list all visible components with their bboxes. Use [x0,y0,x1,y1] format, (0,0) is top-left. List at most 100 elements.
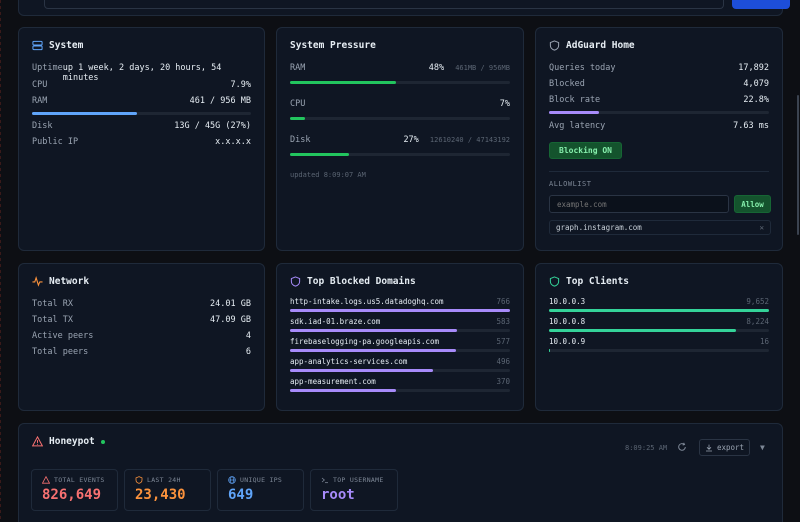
cpu-row: CPU 7.9% [32,80,251,90]
client-bar [549,349,769,352]
domain-name: sdk.iad-01.braze.com [290,317,381,326]
domain-bar-fill [290,389,397,392]
client-row: 10.0.0.9 16 [549,337,769,346]
stat-label: TOTAL EVENTS [42,476,107,484]
rx-row: Total RX 24.01 GB [32,299,251,309]
client-bar [549,329,769,332]
shield-icon [135,476,143,484]
scrollbar-thumb[interactable] [797,95,799,235]
pressure-cpu-bar [290,117,510,120]
disk-row: Disk 13G / 45G (27%) [32,121,251,131]
domain-bar [290,389,510,392]
latency-row: Avg latency 7.63 ms [549,121,769,131]
client-count: 8,224 [746,317,769,326]
active-peers-row: Active peers 4 [32,331,251,341]
export-button[interactable]: export [699,439,750,456]
client-count: 16 [759,337,769,346]
domain-count: 766 [496,297,510,306]
uptime-row: Uptime up 1 week, 2 days, 20 hours, 54 m… [32,63,222,83]
pressure-card: System Pressure RAM 48% 461MB / 956MB CP… [276,27,524,251]
bar-fill [290,81,396,84]
terminal-icon [321,477,328,484]
client-row: 10.0.0.8 8,224 [549,317,769,326]
activity-icon [32,276,43,287]
pressure-disk-row: Disk 27% 12610240 / 47143192 [290,135,510,145]
domain-count: 370 [496,377,510,386]
clients-card: Top Clients 10.0.0.3 9,652 10.0.0.8 8,224 10… [535,263,783,411]
honeypot-title: Honeypot [32,436,105,447]
shield-icon [549,276,560,287]
domain-bar [290,369,510,372]
pressure-title: System Pressure [290,40,376,51]
top-button[interactable] [732,0,790,9]
system-title: System [32,40,83,51]
domain-bar-fill [290,349,456,352]
refresh-icon[interactable] [677,442,687,452]
live-dot [100,439,105,444]
top-search-panel [18,0,790,16]
client-row: 10.0.0.3 9,652 [549,297,769,306]
client-bar-fill [549,309,769,312]
client-bar [549,309,769,312]
client-ip: 10.0.0.3 [549,297,586,306]
stat-label: TOP USERNAME [321,476,387,484]
client-ip: 10.0.0.9 [549,337,586,346]
warning-icon [42,476,50,484]
domain-name: app-analytics-services.com [290,357,408,366]
stat-label: UNIQUE IPS [228,476,293,484]
allowlist-input[interactable] [549,195,729,213]
domain-bar [290,309,510,312]
bar-fill [290,117,306,120]
blocking-toggle-button[interactable]: Blocking ON [549,142,622,159]
page-scrollbar[interactable] [796,0,800,522]
remove-icon[interactable]: ✕ [759,223,764,232]
stat-box: LAST 24H 23,430 [124,469,211,511]
network-title: Network [32,276,89,287]
stat-value: 649 [228,487,254,503]
blocked-domains-card: Top Blocked Domains http-intake.logs.us5… [276,263,524,411]
stat-value: root [321,487,355,503]
shield-icon [549,40,560,51]
adguard-title: AdGuard Home [549,40,635,51]
stat-value: 826,649 [42,487,102,503]
bar-fill [32,112,138,115]
block-rate-row: Block rate 22.8% [549,95,769,105]
bar-fill [290,153,350,156]
blocked-row: Blocked 4,079 [549,79,769,89]
stat-box: TOTAL EVENTS 826,649 [31,469,118,511]
block-rate-bar [549,111,769,114]
ip-row: Public IP x.x.x.x [32,137,251,147]
pressure-cpu-row: CPU 7% [290,99,510,109]
allow-button[interactable]: Allow [734,195,771,213]
adguard-card: AdGuard Home Queries today 17,892 Blocke… [535,27,783,251]
system-card: System Uptime up 1 week, 2 days, 20 hour… [18,27,265,251]
ram-row: RAM 461 / 956 MB [32,96,251,106]
client-count: 9,652 [746,297,769,306]
blocked-domain-row: app-analytics-services.com 496 [290,357,510,366]
tx-row: Total TX 47.09 GB [32,315,251,325]
honeypot-time: 8:09:25 AM [625,444,668,452]
edge-decoration [0,0,1,522]
shield-icon [290,276,301,287]
client-bar-fill [549,329,737,332]
top-input[interactable] [44,0,724,9]
client-ip: 10.0.0.8 [549,317,586,326]
stat-label: LAST 24H [135,476,200,484]
server-icon [32,40,43,51]
domain-bar-fill [290,369,433,372]
divider [549,171,769,172]
pressure-updated: updated 8:09:07 AM [290,171,366,179]
pressure-ram-row: RAM 48% 461MB / 956MB [290,63,510,73]
domain-name: firebaselogging-pa.googleapis.com [290,337,440,346]
network-card: Network Total RX 24.01 GB Total TX 47.09… [18,263,265,411]
stat-box: UNIQUE IPS 649 [217,469,304,511]
globe-icon [228,476,236,484]
domain-name: app-measurement.com [290,377,376,386]
allowlist-item: graph.instagram.com ✕ [549,220,771,235]
domain-count: 583 [496,317,510,326]
ram-bar [32,112,251,115]
download-icon [705,444,712,451]
bar-fill [549,111,600,114]
domain-name: http-intake.logs.us5.datadoghq.com [290,297,444,306]
chevron-down-icon[interactable]: ▼ [760,443,765,452]
